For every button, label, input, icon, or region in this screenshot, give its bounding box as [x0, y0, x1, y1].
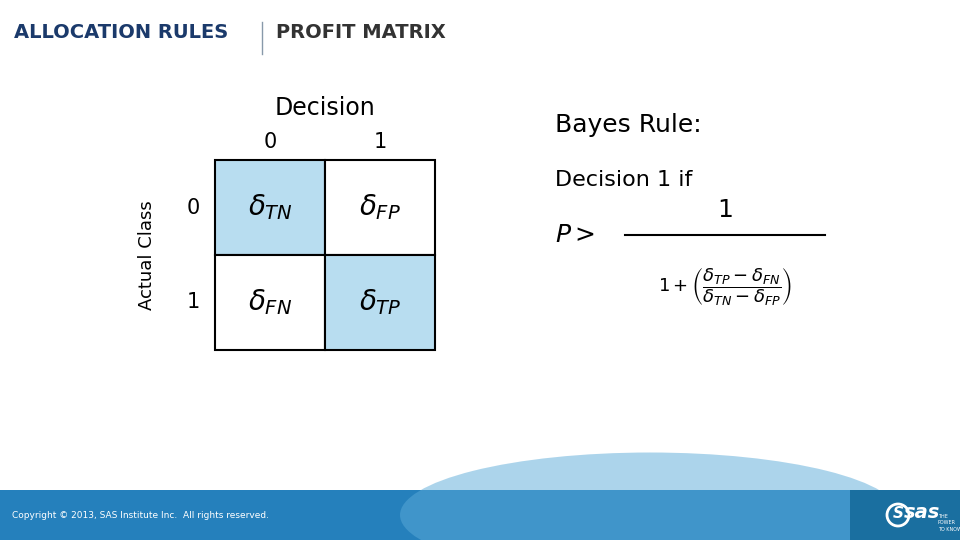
Text: ALLOCATION RULES: ALLOCATION RULES: [14, 23, 228, 42]
Text: THE
POWER
TO KNOW.: THE POWER TO KNOW.: [938, 514, 960, 532]
Text: 0: 0: [186, 198, 200, 218]
Bar: [850, 490, 960, 540]
Text: 0: 0: [263, 132, 276, 152]
Text: $\delta_{TP}$: $\delta_{TP}$: [359, 288, 401, 318]
Bar: [325, 160, 435, 255]
Text: 1: 1: [717, 198, 732, 222]
Text: 1: 1: [373, 132, 387, 152]
Text: Decision 1 if: Decision 1 if: [555, 170, 692, 190]
Text: Actual Class: Actual Class: [138, 200, 156, 310]
Bar: [215, 255, 325, 350]
Text: sas: sas: [903, 503, 940, 522]
Text: $\delta_{TN}$: $\delta_{TN}$: [248, 193, 293, 222]
Text: $\delta_{FP}$: $\delta_{FP}$: [359, 193, 401, 222]
Text: S: S: [893, 507, 903, 522]
Text: PROFIT MATRIX: PROFIT MATRIX: [276, 23, 445, 42]
Text: Copyright © 2013, SAS Institute Inc.  All rights reserved.: Copyright © 2013, SAS Institute Inc. All…: [12, 510, 269, 519]
Text: $\delta_{FN}$: $\delta_{FN}$: [248, 288, 292, 318]
Text: $1 + \left(\dfrac{\delta_{TP} - \delta_{FN}}{\delta_{TN} - \delta_{FP}}\right)$: $1 + \left(\dfrac{\delta_{TP} - \delta_{…: [658, 266, 792, 308]
Text: 1: 1: [186, 293, 200, 313]
Bar: [0, 490, 960, 540]
Ellipse shape: [400, 453, 900, 540]
Text: Bayes Rule:: Bayes Rule:: [555, 113, 702, 137]
Text: Decision: Decision: [275, 96, 375, 120]
Bar: [215, 160, 325, 255]
Bar: [325, 255, 435, 350]
Text: $P >$: $P >$: [555, 223, 595, 247]
